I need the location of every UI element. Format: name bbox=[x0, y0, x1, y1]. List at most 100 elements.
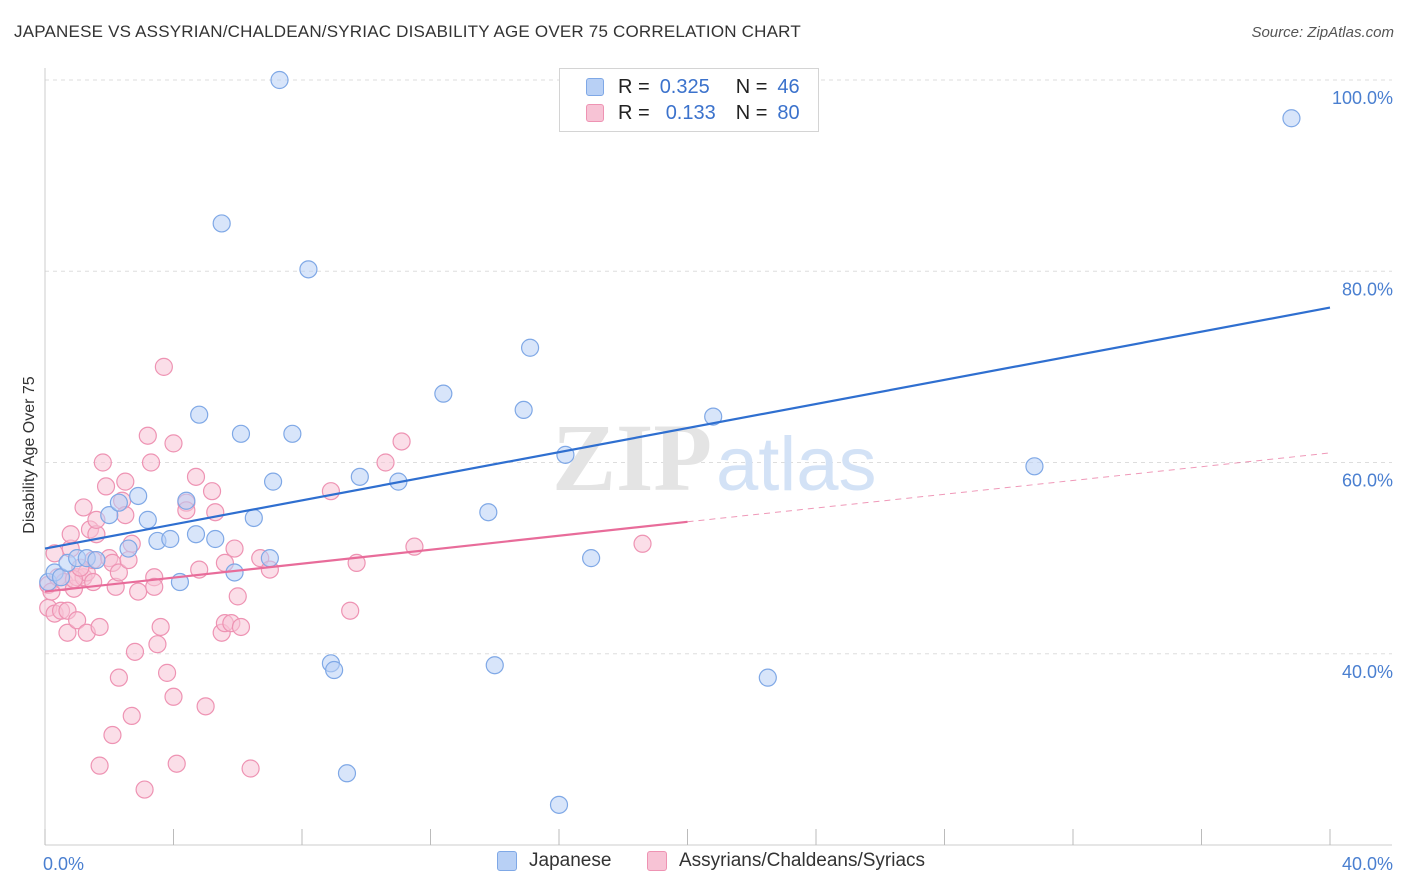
x-tick-label: 0.0% bbox=[43, 854, 84, 874]
japanese-point bbox=[758, 668, 777, 687]
assyrian-point bbox=[241, 759, 260, 778]
japanese-point bbox=[206, 529, 225, 549]
correlation-legend: R = 0.325 N = 46 R = 0.133 N = 80 bbox=[559, 68, 819, 132]
y-tick-label: 60.0% bbox=[1342, 471, 1393, 491]
japanese-point bbox=[270, 70, 289, 90]
legend-n-value: 46 bbox=[777, 75, 800, 98]
legend-swatch-japanese bbox=[586, 78, 604, 96]
points-layer bbox=[39, 70, 1301, 814]
legend-n-label: N = bbox=[735, 75, 768, 98]
assyrian-point bbox=[74, 498, 93, 517]
labels-layer: Disability Age Over 75 40.0% 60.0% 80.0% 10… bbox=[21, 88, 1393, 874]
japanese-point bbox=[337, 764, 357, 783]
japanese-point bbox=[161, 529, 180, 549]
assyrian-point bbox=[122, 706, 141, 726]
japanese-point bbox=[1282, 109, 1301, 128]
assyrian-point bbox=[157, 663, 177, 682]
japanese-point bbox=[109, 493, 128, 512]
assyrian-point bbox=[151, 617, 170, 637]
assyrian-point bbox=[125, 642, 145, 661]
japanese-point bbox=[582, 549, 601, 568]
assyrian-point bbox=[116, 472, 135, 491]
japanese-point bbox=[100, 505, 119, 525]
legend-n-label: N = bbox=[735, 101, 768, 124]
assyrian-point bbox=[141, 453, 161, 472]
japanese-point bbox=[520, 338, 540, 357]
bottom-legend-label-japanese: Japanese bbox=[529, 850, 612, 871]
legend-r-value: 0.133 bbox=[665, 101, 716, 124]
bottom-legend-swatch-japanese bbox=[497, 851, 517, 871]
assyrian-point bbox=[376, 453, 395, 472]
assyrian-point bbox=[138, 426, 157, 445]
japanese-point bbox=[129, 486, 148, 506]
bottom-legend-swatch-assyrian bbox=[647, 851, 667, 871]
x-tick-label: 40.0% bbox=[1342, 854, 1393, 874]
japanese-point bbox=[350, 467, 369, 486]
y-tick-label: 40.0% bbox=[1342, 662, 1393, 682]
assyrian-point bbox=[392, 432, 411, 451]
assyrian-point bbox=[196, 697, 215, 716]
chart-title: JAPANESE VS ASSYRIAN/CHALDEAN/SYRIAC DIS… bbox=[14, 22, 801, 41]
assyrian-point bbox=[341, 601, 360, 620]
axis-layer bbox=[44, 68, 1392, 846]
trend-layer bbox=[44, 306, 1331, 593]
assyrian-point bbox=[228, 587, 247, 606]
assyrian-point bbox=[90, 756, 109, 775]
bottom-legend-japanese: Japanese bbox=[497, 850, 611, 872]
assyrian-point bbox=[154, 357, 173, 376]
japanese-trendline bbox=[44, 306, 1331, 550]
assyrian-point bbox=[164, 434, 183, 453]
legend-r-value: 0.325 bbox=[659, 75, 710, 98]
assyrian-trendline-extension bbox=[687, 452, 1331, 523]
grid-layer bbox=[45, 79, 1392, 655]
japanese-point bbox=[231, 424, 251, 443]
japanese-point bbox=[190, 405, 209, 424]
assyrian-point bbox=[103, 725, 122, 745]
japanese-point bbox=[260, 549, 279, 568]
japanese-point bbox=[299, 260, 318, 279]
watermark-zip: ZIP bbox=[552, 404, 712, 511]
japanese-point bbox=[87, 550, 106, 570]
assyrian-trendline bbox=[44, 520, 688, 593]
legend-row-japanese: R = 0.325 N = 46 bbox=[586, 74, 800, 100]
assyrian-point bbox=[633, 534, 652, 553]
japanese-point bbox=[1025, 457, 1044, 476]
japanese-point bbox=[263, 472, 283, 491]
watermark: ZIP atlas bbox=[552, 404, 877, 511]
y-tick-label: 100.0% bbox=[1332, 88, 1393, 108]
japanese-point bbox=[186, 525, 206, 544]
assyrian-point bbox=[231, 617, 251, 637]
assyrian-point bbox=[148, 635, 167, 654]
japanese-point bbox=[479, 503, 498, 522]
japanese-point bbox=[119, 539, 138, 558]
japanese-point bbox=[514, 400, 533, 420]
assyrian-point bbox=[202, 482, 222, 501]
watermark-atlas: atlas bbox=[716, 422, 877, 507]
assyrian-point bbox=[61, 525, 80, 544]
assyrian-point bbox=[58, 623, 77, 642]
japanese-point bbox=[283, 424, 302, 443]
legend-row-assyrian: R = 0.133 N = 80 bbox=[586, 100, 800, 126]
japanese-point bbox=[325, 660, 344, 680]
assyrian-point bbox=[186, 467, 206, 486]
assyrian-point bbox=[96, 477, 116, 496]
japanese-point bbox=[212, 214, 231, 233]
bottom-legend-assyrian: Assyrians/Chaldeans/Syriacs bbox=[647, 850, 925, 872]
assyrian-point bbox=[90, 617, 109, 637]
chart-source: Source: ZipAtlas.com bbox=[1251, 24, 1394, 41]
assyrian-point bbox=[167, 754, 186, 773]
legend-r-label: R = bbox=[618, 75, 650, 98]
japanese-point bbox=[177, 491, 196, 510]
assyrian-point bbox=[93, 453, 112, 472]
assyrian-point bbox=[225, 539, 244, 558]
japanese-point bbox=[549, 795, 569, 814]
bottom-legend-label-assyrian: Assyrians/Chaldeans/Syriacs bbox=[679, 850, 926, 871]
japanese-point bbox=[434, 384, 453, 403]
legend-n-value: 80 bbox=[777, 101, 800, 124]
legend-r-label: R = bbox=[618, 101, 650, 124]
assyrian-point bbox=[129, 582, 148, 601]
assyrian-point bbox=[109, 563, 128, 582]
assyrian-point bbox=[135, 780, 154, 799]
japanese-point bbox=[704, 407, 723, 426]
assyrian-point bbox=[68, 611, 87, 630]
